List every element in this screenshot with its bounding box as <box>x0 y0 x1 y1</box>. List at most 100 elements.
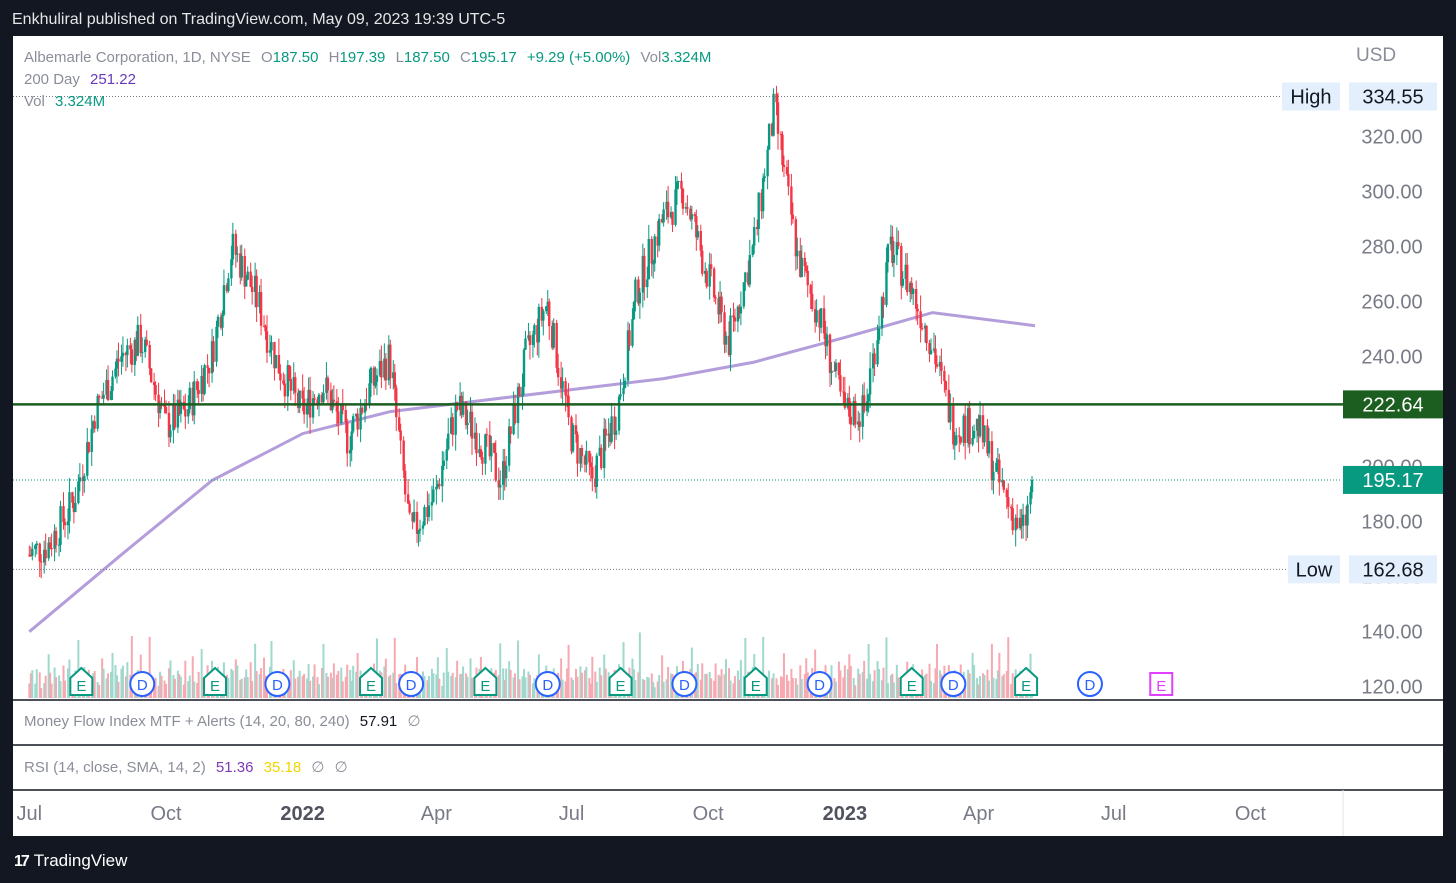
rsi-label: RSI (14, close, SMA, 14, 2) <box>24 759 206 776</box>
candle-body <box>469 411 472 424</box>
candle-body <box>231 233 235 260</box>
hline-price-tag[interactable]: 222.64 <box>1343 390 1443 419</box>
candle-body <box>772 93 775 136</box>
candle-body <box>781 134 784 166</box>
candle-body <box>662 209 665 223</box>
volume-bar <box>705 673 708 698</box>
mfi-hidden-icon[interactable]: ∅ <box>407 713 421 730</box>
volume-bar <box>634 680 637 698</box>
volume-bar <box>355 671 358 698</box>
candle-body <box>952 405 955 445</box>
earnings-marker-box <box>743 666 768 696</box>
earnings-marker[interactable]: E <box>743 666 768 696</box>
legend-ma-row[interactable]: 200 Day 251.22 <box>24 69 711 91</box>
dividend-marker[interactable]: D <box>806 671 833 697</box>
candle-body <box>805 266 808 271</box>
candle-body <box>852 400 855 425</box>
candle-body <box>564 381 567 396</box>
last-price-tag[interactable]: 195.17 <box>1343 465 1443 494</box>
candle-body <box>594 478 597 487</box>
candle-body <box>995 462 998 472</box>
volume-bar <box>389 674 392 698</box>
volume-bar <box>1002 674 1005 698</box>
ma200-line[interactable] <box>28 311 1036 633</box>
y-tick-label: 300.00 <box>1361 182 1422 204</box>
low-price-tag[interactable]: 162.68 <box>1349 555 1437 584</box>
volume-bar <box>762 636 765 698</box>
candle-body <box>1021 514 1025 526</box>
legend-volume-row[interactable]: Vol 3.324M <box>24 91 711 113</box>
candle-body <box>962 415 965 443</box>
volume-bar <box>392 672 395 698</box>
legend-close-label: C <box>459 49 471 66</box>
dividend-marker[interactable]: D <box>534 671 561 697</box>
dividend-marker[interactable]: D <box>940 671 967 697</box>
rsi-pane-legend[interactable]: RSI (14, close, SMA, 14, 2) 51.36 35.18 … <box>24 758 348 776</box>
volume-bar <box>805 658 808 698</box>
volume-bar <box>998 652 1001 698</box>
candle-body <box>253 275 257 293</box>
dividend-marker[interactable]: D <box>671 671 698 697</box>
dividend-marker[interactable]: D <box>1076 671 1103 697</box>
volume-bar <box>320 668 323 698</box>
candle-body <box>782 165 786 168</box>
volume-bar <box>325 672 328 698</box>
volume-bar <box>650 673 653 698</box>
mfi-pane-legend[interactable]: Money Flow Index MTF + Alerts (14, 20, 8… <box>24 712 421 730</box>
candle-body <box>28 554 31 556</box>
volume-bar <box>768 670 771 698</box>
legend-close: 195.17 <box>470 49 517 66</box>
volume-bar <box>876 661 879 698</box>
earnings-marker[interactable]: E <box>608 666 633 696</box>
earnings-marker[interactable]: E <box>203 666 228 696</box>
earnings-marker[interactable]: E <box>899 666 924 696</box>
volume-bar <box>227 677 230 698</box>
tradingview-logo[interactable]: 17 TradingView <box>14 851 127 871</box>
earnings-marker[interactable]: E <box>1149 672 1174 696</box>
earnings-marker-label: E <box>751 678 761 695</box>
dividend-marker[interactable]: D <box>398 671 425 697</box>
volume-bar <box>986 669 989 698</box>
rsi-sma-hidden-icon[interactable]: ∅ <box>334 759 348 776</box>
high-price-tag[interactable]: 334.55 <box>1349 82 1437 111</box>
high-label-tag[interactable]: High <box>1282 82 1340 111</box>
volume-bar <box>316 677 319 698</box>
dividend-marker[interactable]: D <box>129 671 156 697</box>
legend-vol2-value: 3.324M <box>55 93 106 110</box>
candle-body <box>767 124 771 150</box>
candle-body <box>341 405 344 411</box>
candle-body <box>536 325 539 343</box>
volume-bar <box>312 676 315 698</box>
candle-body <box>727 335 731 355</box>
candle-body <box>200 375 203 394</box>
earnings-marker[interactable]: E <box>358 666 383 696</box>
candle-body <box>450 417 453 434</box>
dividend-marker[interactable]: D <box>264 671 291 697</box>
low-label-tag[interactable]: Low <box>1288 555 1340 584</box>
candle-body <box>757 192 760 230</box>
currency-label[interactable]: USD <box>1356 45 1397 66</box>
earnings-marker[interactable]: E <box>1014 666 1039 696</box>
candle-body <box>317 394 321 405</box>
candle-body <box>378 360 382 376</box>
earnings-marker[interactable]: E <box>69 666 94 696</box>
candle-body <box>947 389 951 423</box>
volume-bar <box>638 632 641 698</box>
earnings-marker[interactable]: E <box>473 666 498 696</box>
candle-body <box>650 239 653 264</box>
candle-body <box>613 416 616 435</box>
volume-bar <box>163 680 166 698</box>
candle-body <box>712 268 716 298</box>
candle-body <box>149 368 153 383</box>
volume-bar <box>567 644 570 698</box>
volume-bar <box>690 647 693 698</box>
candle-body <box>207 367 211 374</box>
legend-open-label: O <box>260 49 273 66</box>
candle-body <box>234 233 238 255</box>
rsi-hidden-icon[interactable]: ∅ <box>311 759 325 776</box>
candle-body <box>932 348 936 351</box>
volume-bar <box>670 673 673 698</box>
dividend-marker-circle <box>671 671 698 697</box>
